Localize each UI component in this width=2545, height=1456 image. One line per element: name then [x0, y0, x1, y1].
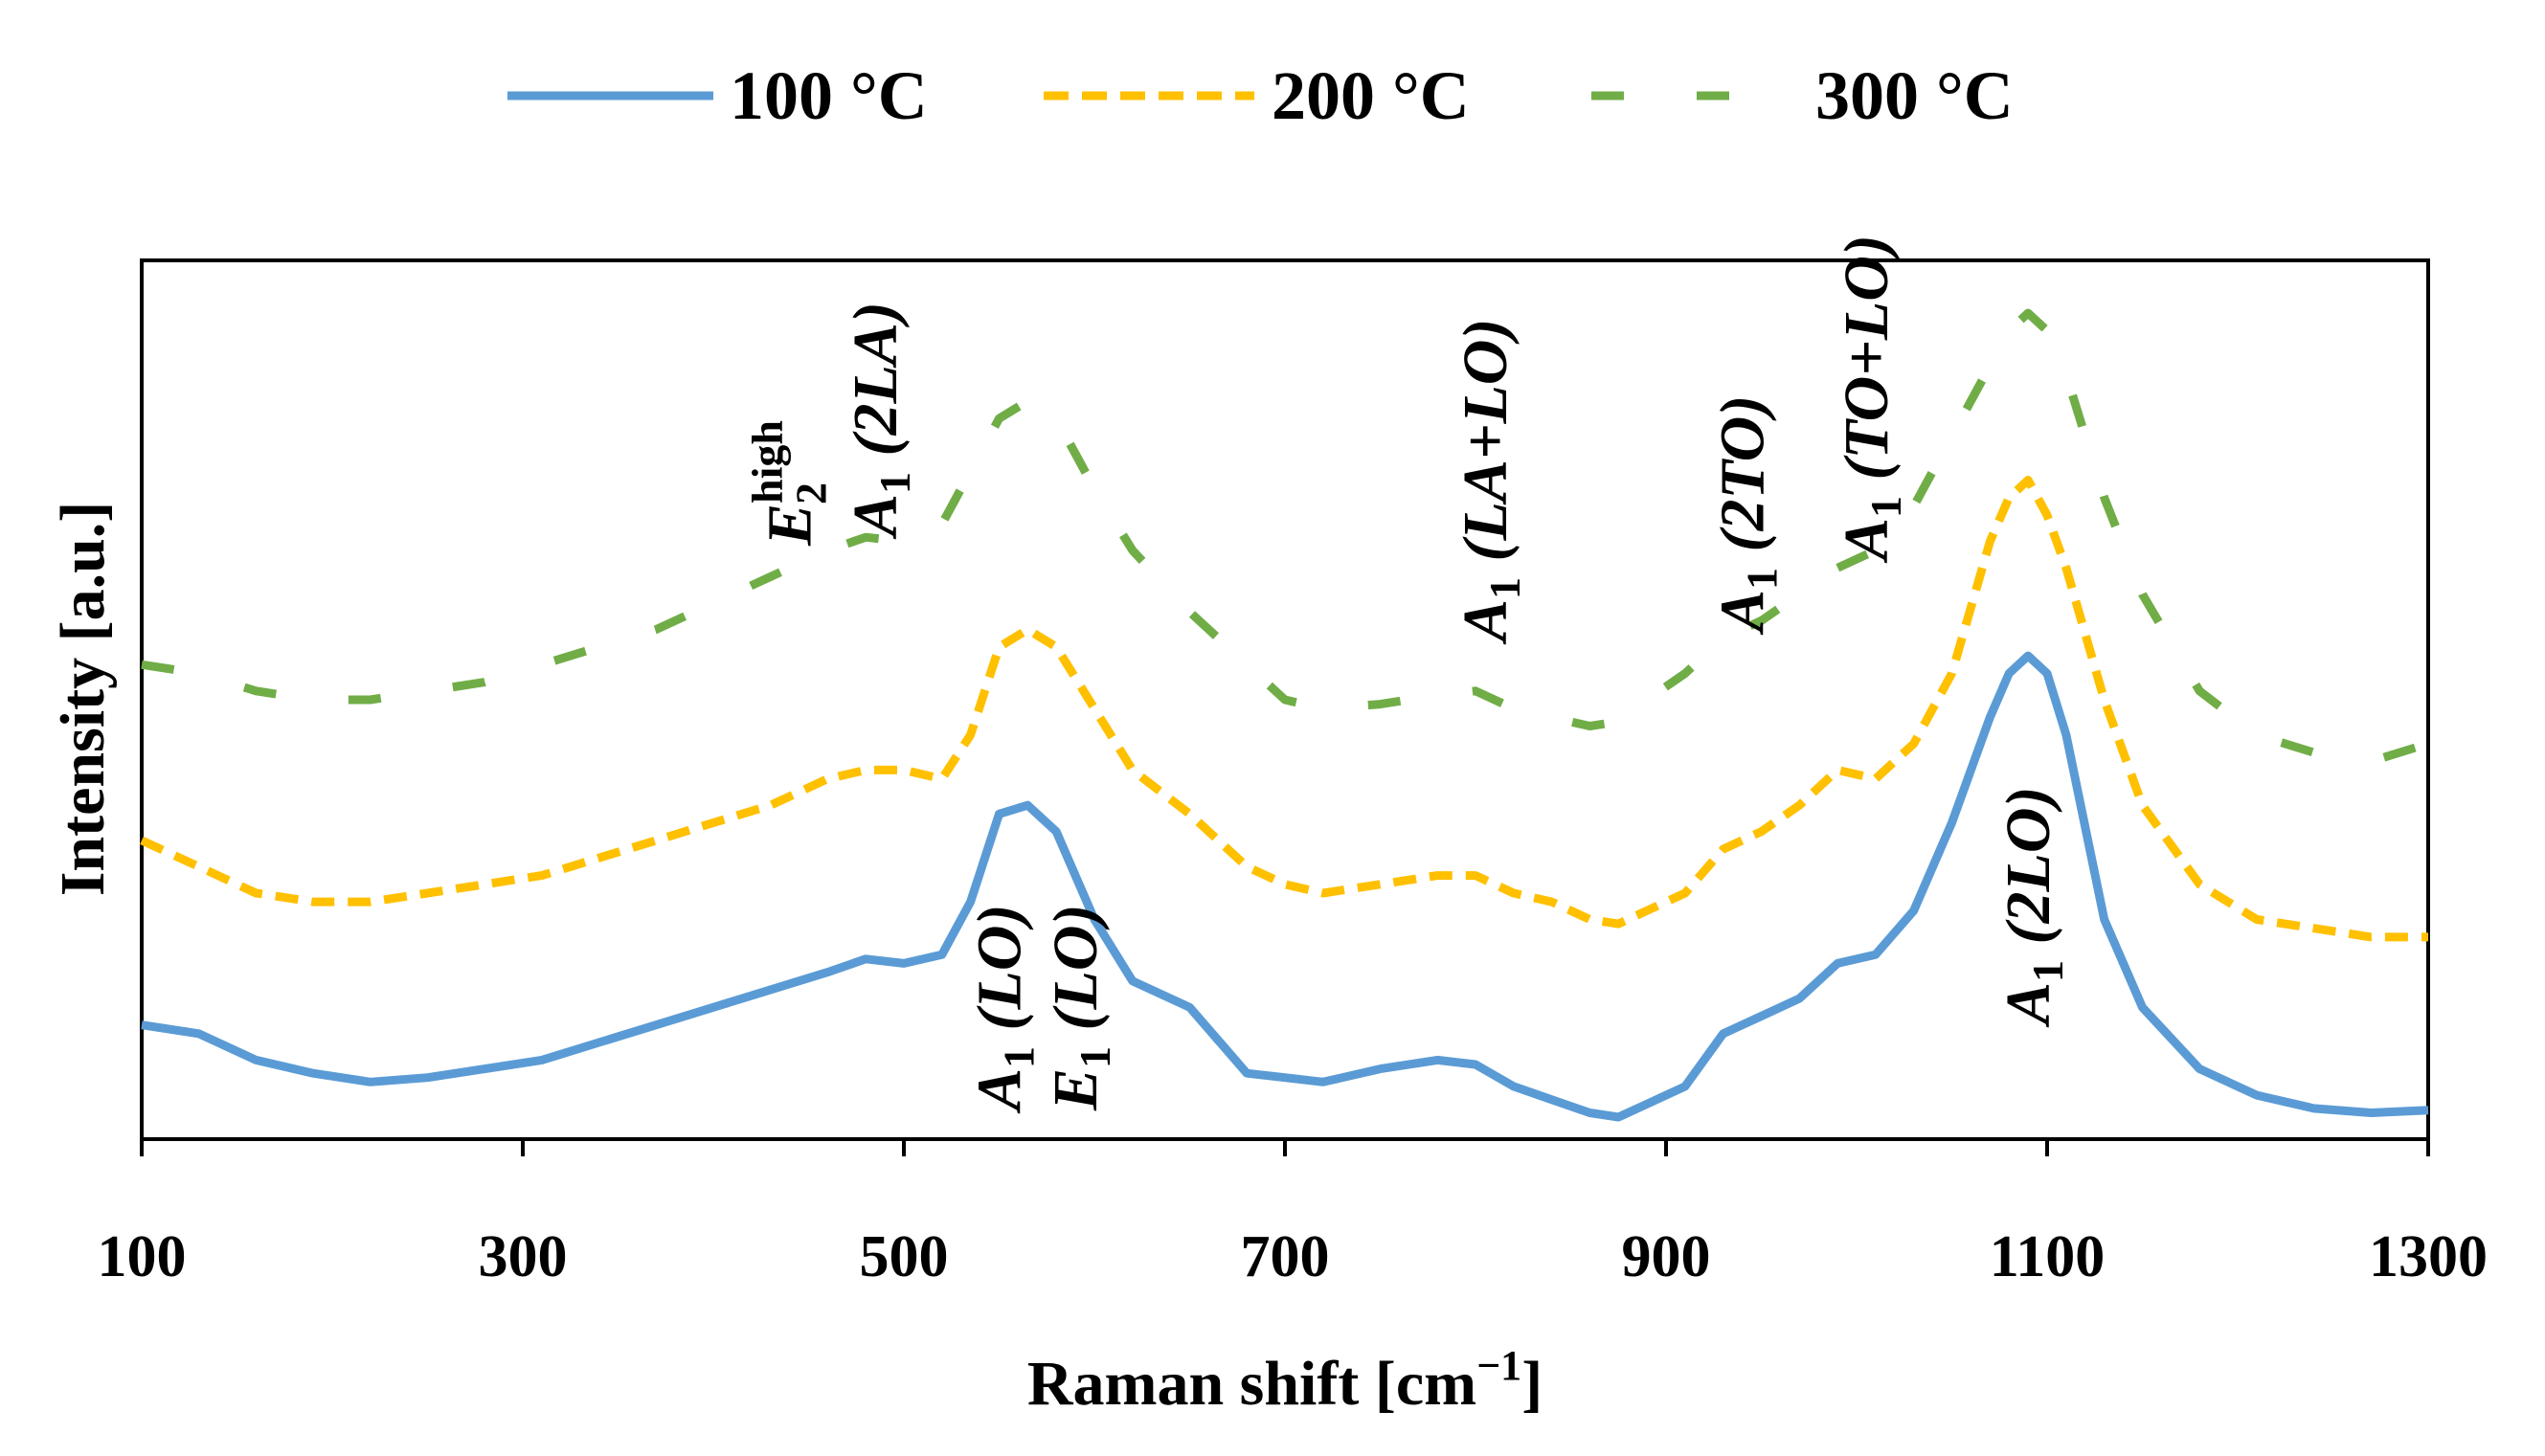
series-line-0	[141, 651, 2429, 1122]
x-axis-title-main: Raman shift [cm	[1027, 1349, 1476, 1419]
legend-label-300c: 300 °C	[1815, 57, 2014, 134]
x-tick-label-1: 300	[479, 1224, 568, 1289]
legend: 100 °C 200 °C 300 °C	[507, 57, 2014, 134]
legend-label-100c: 100 °C	[730, 57, 928, 134]
x-axis-title-sup: −1	[1476, 1342, 1521, 1389]
x-axis: 100 300 500 700 900 1100 1300	[98, 1139, 2488, 1289]
a1-to-lo-label: A1 (TO+LO)	[1832, 235, 1910, 564]
series-line-1	[140, 476, 2428, 942]
x-tick-label-3: 700	[1241, 1224, 1330, 1289]
legend-label-200c: 200 °C	[1272, 57, 1470, 134]
a1-2lo-label: A1 (2LO)	[1993, 787, 2072, 1028]
y-axis-title: Intensity [a.u.]	[48, 502, 118, 897]
x-tick-label-6: 1300	[2369, 1224, 2488, 1289]
x-tick-label-4: 900	[1622, 1224, 1711, 1289]
a1-lo-label: A1 (LO)	[965, 905, 1044, 1114]
x-tick-label-5: 1100	[1990, 1224, 2106, 1289]
x-axis-title-end: ]	[1521, 1349, 1543, 1419]
a1-la-lo-label: A1 (LA+LO)	[1451, 319, 1529, 645]
a1-2to-label: A1 (2TO)	[1708, 395, 1787, 636]
x-tick-label-0: 100	[98, 1224, 187, 1289]
a1-2la-label: A1 (2LA)	[841, 302, 919, 540]
x-axis-title: Raman shift [cm−1]	[1027, 1342, 1543, 1419]
e1-lo-label: E1 (LO)	[1041, 905, 1119, 1111]
series-layer	[140, 308, 2430, 1122]
e2high-label: Ehigh2	[743, 420, 836, 547]
x-tick-label-2: 500	[860, 1224, 949, 1289]
series-line-2	[141, 308, 2430, 766]
